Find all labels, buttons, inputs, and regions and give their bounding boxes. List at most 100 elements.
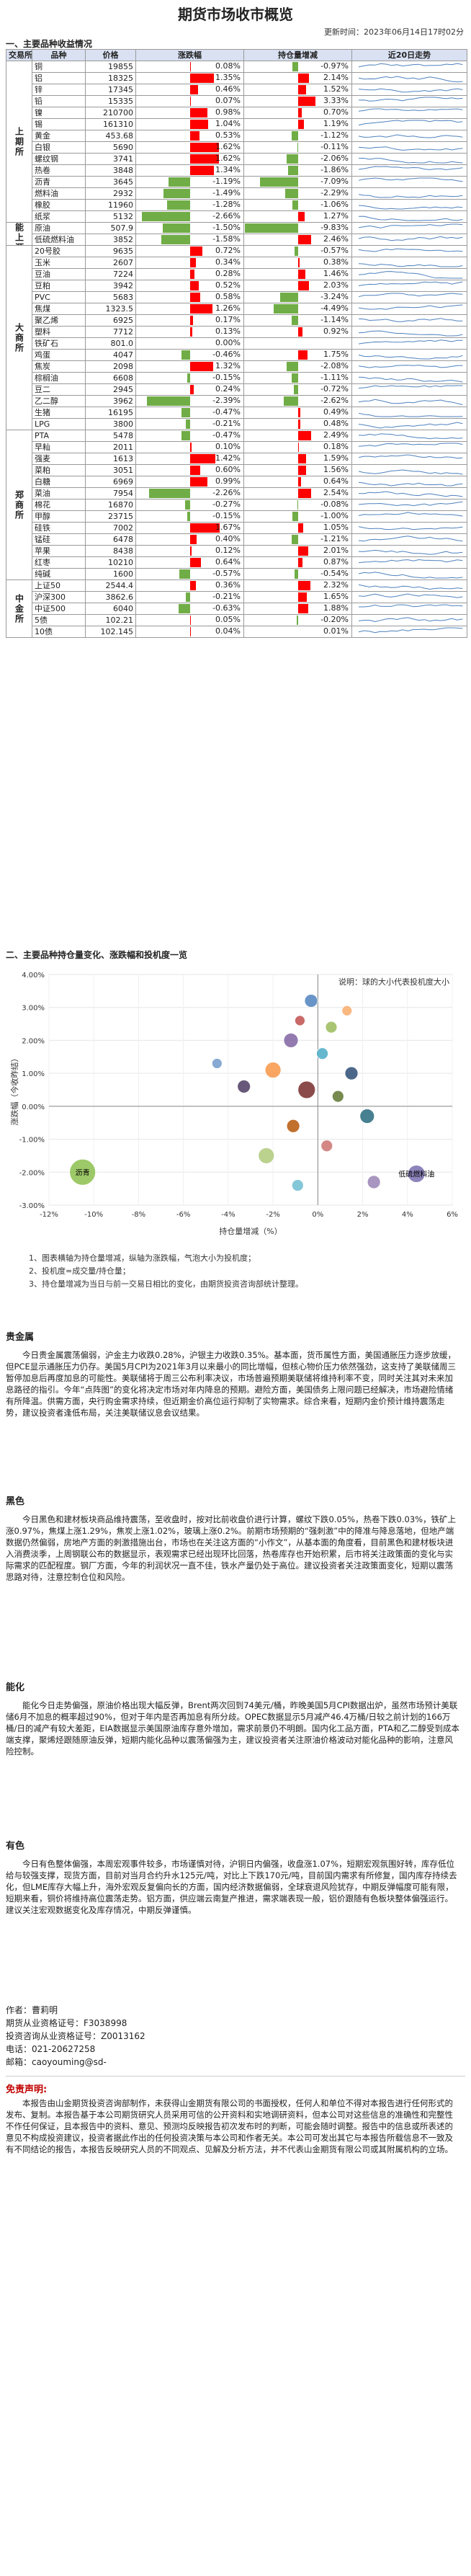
author: 作者：曹莉明 — [6, 2005, 58, 2015]
sparkline-line — [358, 491, 463, 497]
change-label: -0.47% — [212, 430, 241, 440]
change-label: -0.27% — [212, 499, 241, 510]
product-price: 7712 — [85, 326, 136, 338]
trend-sparkline — [351, 533, 467, 546]
oi-change-label: -2.29% — [320, 188, 349, 198]
product-name: 塑料 — [32, 326, 86, 338]
change-bar — [189, 362, 214, 371]
oi-change-label: -9.83% — [320, 223, 349, 233]
table-row: 中金所 上证50 2544.4 0.36% 2.32% — [6, 579, 467, 638]
trend-sparkline — [351, 268, 467, 280]
product-name: 强麦 — [32, 453, 86, 465]
table-row: LPG 3800 -0.21% 0.48% — [6, 418, 467, 430]
oi-change-cell: 1.59% — [243, 453, 352, 465]
futures-license: 期货从业资格证号：F3038998 — [6, 2018, 127, 2028]
product-name: 沥青 — [32, 176, 86, 188]
sparkline-line — [358, 376, 463, 383]
product-name: 铁矿石 — [32, 337, 86, 350]
change-bar — [189, 523, 220, 533]
sparkline-line — [358, 469, 463, 475]
oi-change-cell: 1.56% — [243, 464, 352, 476]
product-name: 鸡蛋 — [32, 349, 86, 361]
oi-change-cell: 1.05% — [243, 522, 352, 534]
oi-change-cell: -2.08% — [243, 360, 352, 373]
sparkline-line — [358, 339, 463, 345]
table-row: 螺纹钢 3741 1.62% -2.06% — [6, 153, 467, 165]
product-name: 低硫燃料油 — [32, 234, 86, 246]
oi-change-cell: 1.52% — [243, 84, 352, 96]
change-cell: -0.21% — [135, 591, 244, 603]
change-label: 1.32% — [215, 361, 241, 371]
product-name: 黄金 — [32, 130, 86, 142]
sparkline-line — [358, 433, 463, 440]
sparkline-line — [358, 399, 463, 405]
oi-change-bar — [245, 223, 298, 233]
change-bar — [187, 373, 190, 383]
change-label: -0.63% — [212, 603, 241, 613]
table-row: 生猪 16195 -0.47% 0.49% — [6, 407, 467, 419]
trend-sparkline — [351, 545, 467, 557]
trend-sparkline — [351, 407, 467, 419]
oi-change-label: 2.54% — [323, 488, 349, 498]
change-label: 0.12% — [215, 546, 241, 556]
sparkline-line — [358, 412, 463, 417]
table-row: 菜油 7954 -2.26% 2.54% — [6, 487, 467, 499]
change-bar — [181, 431, 190, 440]
oi-change-bar — [297, 85, 306, 94]
oi-change-bar — [297, 350, 308, 360]
sparkline-line — [358, 166, 463, 171]
oi-change-bar — [297, 97, 316, 106]
oi-change-label: 2.32% — [323, 580, 349, 590]
bubble-point — [407, 1165, 426, 1183]
oi-change-bar — [297, 604, 308, 613]
heading-energy-chem: 能化 — [6, 1682, 25, 1693]
sparkline-line — [358, 271, 463, 279]
table-row: 聚乙烯 6925 0.17% -1.14% — [6, 314, 467, 327]
change-bar — [189, 154, 219, 164]
change-label: 0.10% — [215, 442, 241, 452]
product-name: 苹果 — [32, 545, 86, 557]
change-cell: -2.26% — [135, 487, 244, 499]
change-cell: 0.24% — [135, 383, 244, 396]
change-bar — [161, 235, 190, 244]
product-price: 2098 — [85, 360, 136, 373]
x-tick-label: -2% — [266, 1211, 279, 1219]
oi-change-label: -1.21% — [320, 534, 349, 544]
market-table: 交易所 品种 价格 涨跌幅 持仓量增减 近20日走势 上期所铜 19855 0.08… — [6, 49, 467, 638]
product-price: 18325 — [85, 72, 136, 84]
product-name: 锰硅 — [32, 533, 86, 546]
product-price: 2945 — [85, 383, 136, 396]
product-name: 螺纹钢 — [32, 153, 86, 165]
sparkline-line — [358, 248, 463, 252]
sparkline-line — [358, 88, 463, 93]
change-cell: 0.04% — [135, 626, 244, 638]
oi-change-label: 2.03% — [323, 280, 349, 290]
trend-sparkline — [351, 199, 467, 211]
table-row: 豆油 7224 0.28% 1.46% — [6, 268, 467, 280]
product-name: 生猪 — [32, 407, 86, 419]
trend-sparkline — [351, 383, 467, 396]
sparkline-line — [358, 512, 463, 517]
change-bar — [163, 189, 190, 198]
product-price: 6478 — [85, 533, 136, 546]
table-row: 镍 210700 0.98% 0.70% — [6, 107, 467, 119]
oi-change-label: -1.06% — [320, 200, 349, 210]
product-name: 乙二醇 — [32, 395, 86, 407]
change-label: 1.62% — [215, 142, 241, 152]
change-cell: 0.17% — [135, 314, 244, 327]
sparkline-line — [358, 536, 463, 542]
plot-area — [48, 974, 453, 1206]
oi-change-cell: -1.21% — [243, 533, 352, 546]
sparkline-line — [358, 481, 463, 487]
oi-change-label: -0.20% — [320, 615, 349, 625]
product-name: 白糖 — [32, 476, 86, 488]
x-tick-label: -10% — [84, 1211, 103, 1219]
sparkline-line — [358, 330, 463, 337]
oi-change-label: -0.97% — [320, 61, 349, 71]
change-bar — [189, 443, 192, 452]
change-cell: -0.15% — [135, 372, 244, 384]
product-price: 3942 — [85, 280, 136, 292]
x-tick-label: 0% — [312, 1211, 323, 1219]
oi-change-bar — [285, 189, 298, 198]
oi-change-cell: 0.18% — [243, 441, 352, 453]
